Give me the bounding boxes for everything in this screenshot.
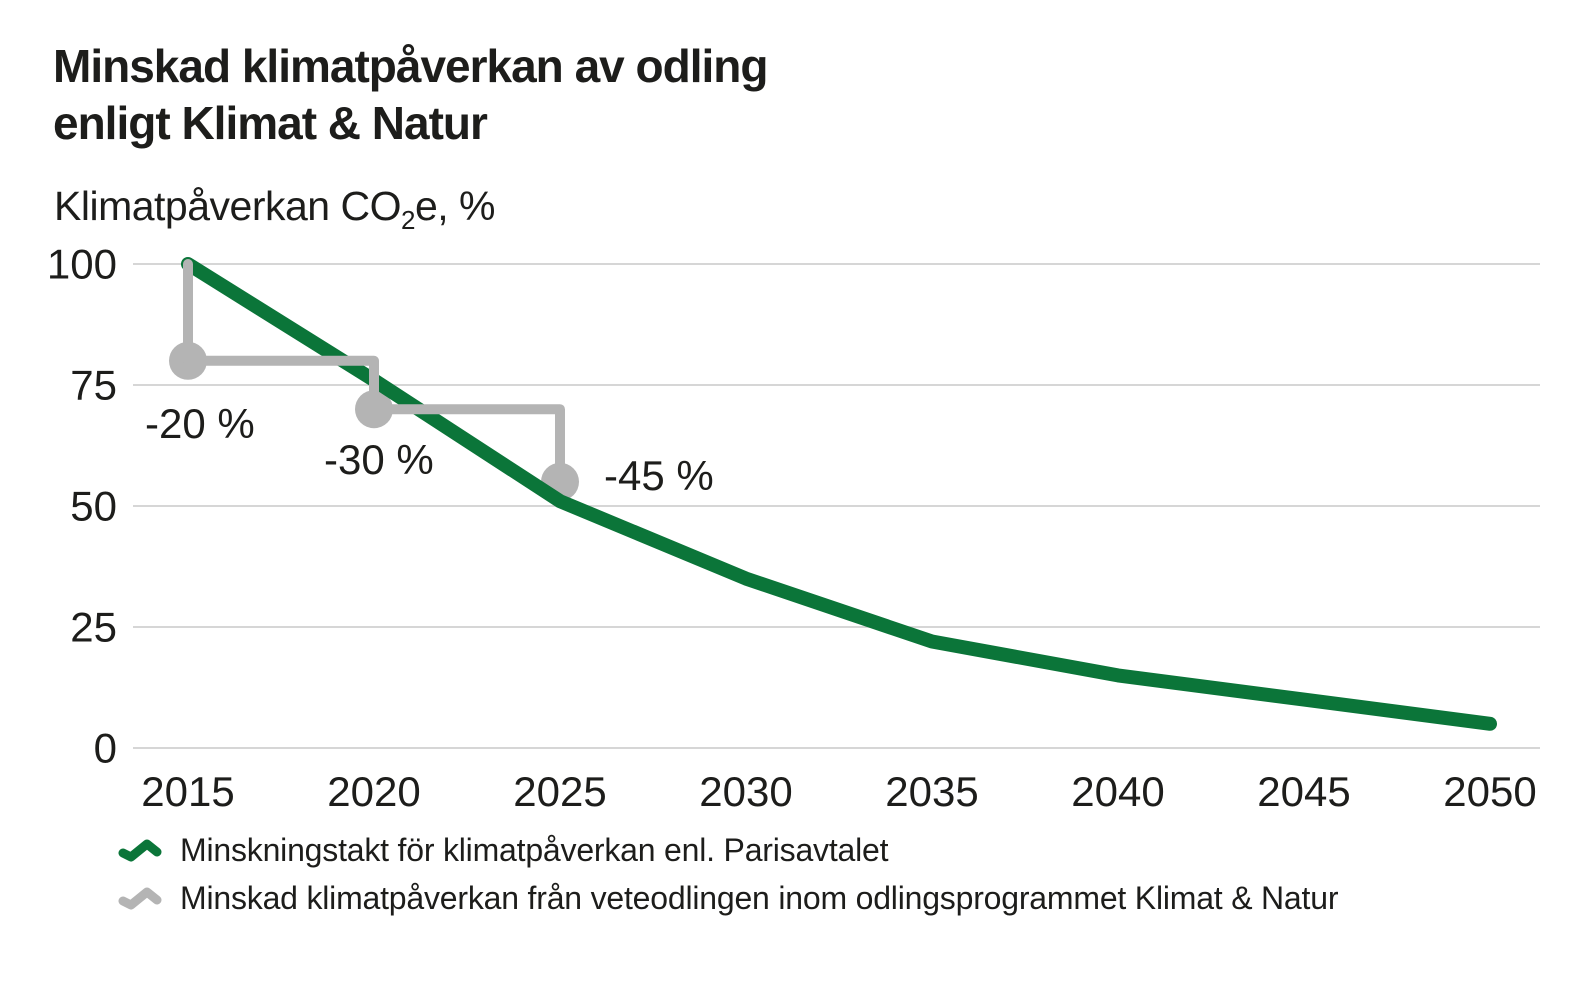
y-axis-unit-label: Klimatpåverkan CO2e, % <box>54 183 496 233</box>
y-tick-label: 75 <box>70 362 117 409</box>
gridlines <box>133 263 1540 749</box>
green-line-swatch-icon <box>118 839 162 861</box>
subtitle-subscript: 2 <box>400 205 415 236</box>
x-tick-label: 2035 <box>885 768 978 815</box>
page-title: Minskad klimatpåverkan av odling enligt … <box>53 38 768 152</box>
legend-item-parisavtalet: Minskningstakt för klimatpåverkan enl. P… <box>118 832 1338 869</box>
legend-label: Minskad klimatpåverkan från veteodlingen… <box>180 880 1339 916</box>
y-tick-label: 0 <box>94 725 117 772</box>
gray-line-swatch-icon <box>118 887 162 909</box>
legend-item-klimat-natur: Minskad klimatpåverkan från veteodlingen… <box>118 880 1338 917</box>
y-tick-label: 25 <box>70 604 117 651</box>
x-tick-label: 2025 <box>513 768 606 815</box>
x-tick-label: 2030 <box>699 768 792 815</box>
annotation-label: -20 % <box>145 400 255 447</box>
y-axis-tick-labels: 0 25 50 75 100 <box>47 241 117 772</box>
legend-label: Minskningstakt för klimatpåverkan enl. P… <box>180 832 889 868</box>
y-tick-label: 50 <box>70 483 117 530</box>
y-tick-label: 100 <box>47 241 117 288</box>
annotation-label: -30 % <box>324 436 434 483</box>
subtitle-suffix: e, % <box>414 183 496 229</box>
title-line-2: enligt Klimat & Natur <box>53 97 488 150</box>
x-tick-label: 2020 <box>327 768 420 815</box>
x-tick-label: 2050 <box>1443 768 1536 815</box>
x-axis-tick-labels: 2015 2020 2025 2030 2035 2040 2045 2050 <box>141 768 1536 815</box>
annotation-label: -45 % <box>604 452 714 499</box>
subtitle-text: Klimatpåverkan CO <box>54 183 401 229</box>
title-line-1: Minskad klimatpåverkan av odling <box>53 40 768 92</box>
x-tick-label: 2040 <box>1071 768 1164 815</box>
paris-agreement-line <box>181 257 1497 731</box>
x-tick-label: 2045 <box>1257 768 1350 815</box>
x-tick-label: 2015 <box>141 768 234 815</box>
reduction-annotations: -20 % -30 % -45 % <box>145 400 714 499</box>
klimat-natur-step-line <box>183 259 565 487</box>
legend: Minskningstakt för klimatpåverkan enl. P… <box>118 832 1338 917</box>
